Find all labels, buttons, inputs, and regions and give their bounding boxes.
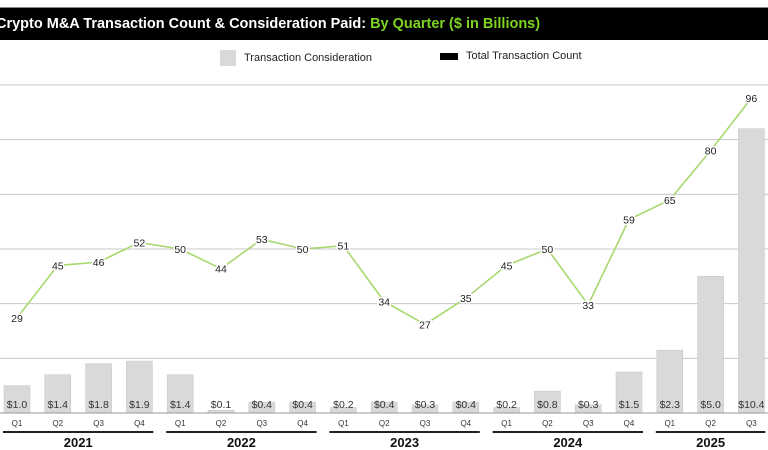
bar-label: $5.0 [700,399,721,411]
year-label: 2021 [64,435,93,450]
count-label: 33 [582,300,594,312]
count-label: 34 [378,296,390,308]
quarter-tick-label: Q3 [93,419,104,428]
count-label: 45 [501,260,513,272]
quarter-tick-label: Q1 [175,419,186,428]
year-label: 2022 [227,435,256,450]
bar-label: $0.2 [333,399,354,411]
quarter-tick-label: Q4 [624,419,635,428]
count-label: 65 [664,195,676,207]
legend-swatch [440,52,458,60]
bar-label: $10.4 [738,399,764,411]
year-label: 2024 [553,435,583,450]
count-label: 29 [11,313,23,325]
count-label: 45 [52,260,64,272]
bar [44,374,72,414]
quarter-tick-label: Q1 [12,419,23,428]
quarter-tick-label: Q3 [583,419,594,428]
quarter-tick-label: Q2 [705,419,716,428]
bar-label: $0.4 [252,399,273,411]
quarter-tick-label: Q2 [52,419,63,428]
bar-label: $0.3 [578,399,599,411]
quarter-tick-label: Q2 [379,419,390,428]
legend-label: Transaction Consideration [244,52,372,64]
bar-label: $1.4 [170,399,191,411]
bar-label: $0.8 [537,399,558,411]
count-label: 50 [174,244,186,256]
bar [85,363,112,414]
bar-label: $0.1 [211,399,232,411]
count-label: 80 [705,146,717,158]
bar [126,360,153,414]
quarter-tick-label: Q3 [746,419,757,428]
count-label: 51 [338,241,350,253]
legend-label: Total Transaction Count [466,50,582,62]
bar-label: $1.0 [7,399,28,411]
quarter-tick-label: Q4 [460,419,471,428]
bar-label: $1.9 [129,399,150,411]
count-label: 53 [256,234,268,246]
quarter-tick-label: Q4 [134,419,145,428]
quarter-tick-label: Q1 [501,419,512,428]
bar-label: $0.2 [496,399,517,411]
title-bar: Crypto M&A Transaction Count & Considera… [0,7,768,40]
bar [738,128,765,414]
count-label: 52 [134,237,146,249]
year-label: 2025 [696,435,725,450]
legend-item-consideration: Transaction Consideration [220,50,372,66]
count-label: 96 [746,93,758,105]
quarter-tick-label: Q2 [542,419,553,428]
count-label: 46 [93,257,105,269]
count-label: 35 [460,293,472,305]
bar [656,349,684,414]
bar-label: $0.4 [456,399,477,411]
count-label: 50 [297,244,309,256]
bar-label: $1.4 [48,399,69,411]
quarter-tick-label: Q3 [256,419,267,428]
chart-title-highlight: By Quarter ($ in Billions) [370,16,541,32]
bar-label: $0.3 [415,399,436,411]
legend-swatch [220,50,236,66]
bar [615,371,643,414]
count-label: 59 [623,214,635,226]
count-line [16,97,753,326]
year-label: 2023 [390,435,419,450]
bar-label: $1.5 [619,399,640,411]
bar-label: $1.8 [88,399,109,411]
bar [697,276,724,414]
quarter-tick-label: Q1 [338,419,349,428]
legend: Transaction Consideration Total Transact… [0,50,768,68]
bar [3,385,31,414]
quarter-tick-label: Q2 [216,419,227,428]
quarter-tick-label: Q1 [664,419,675,428]
count-label: 27 [419,319,431,331]
count-label: 50 [542,244,554,256]
bar-label: $0.4 [292,399,313,411]
count-label: 44 [215,264,227,276]
quarter-tick-label: Q4 [297,419,308,428]
bar-label: $2.3 [660,399,681,411]
bar-label: $0.4 [374,399,395,411]
legend-item-count: Total Transaction Count [440,50,582,62]
bar [166,374,194,414]
chart-title: Crypto M&A Transaction Count & Considera… [0,16,541,32]
quarter-tick-label: Q3 [420,419,431,428]
